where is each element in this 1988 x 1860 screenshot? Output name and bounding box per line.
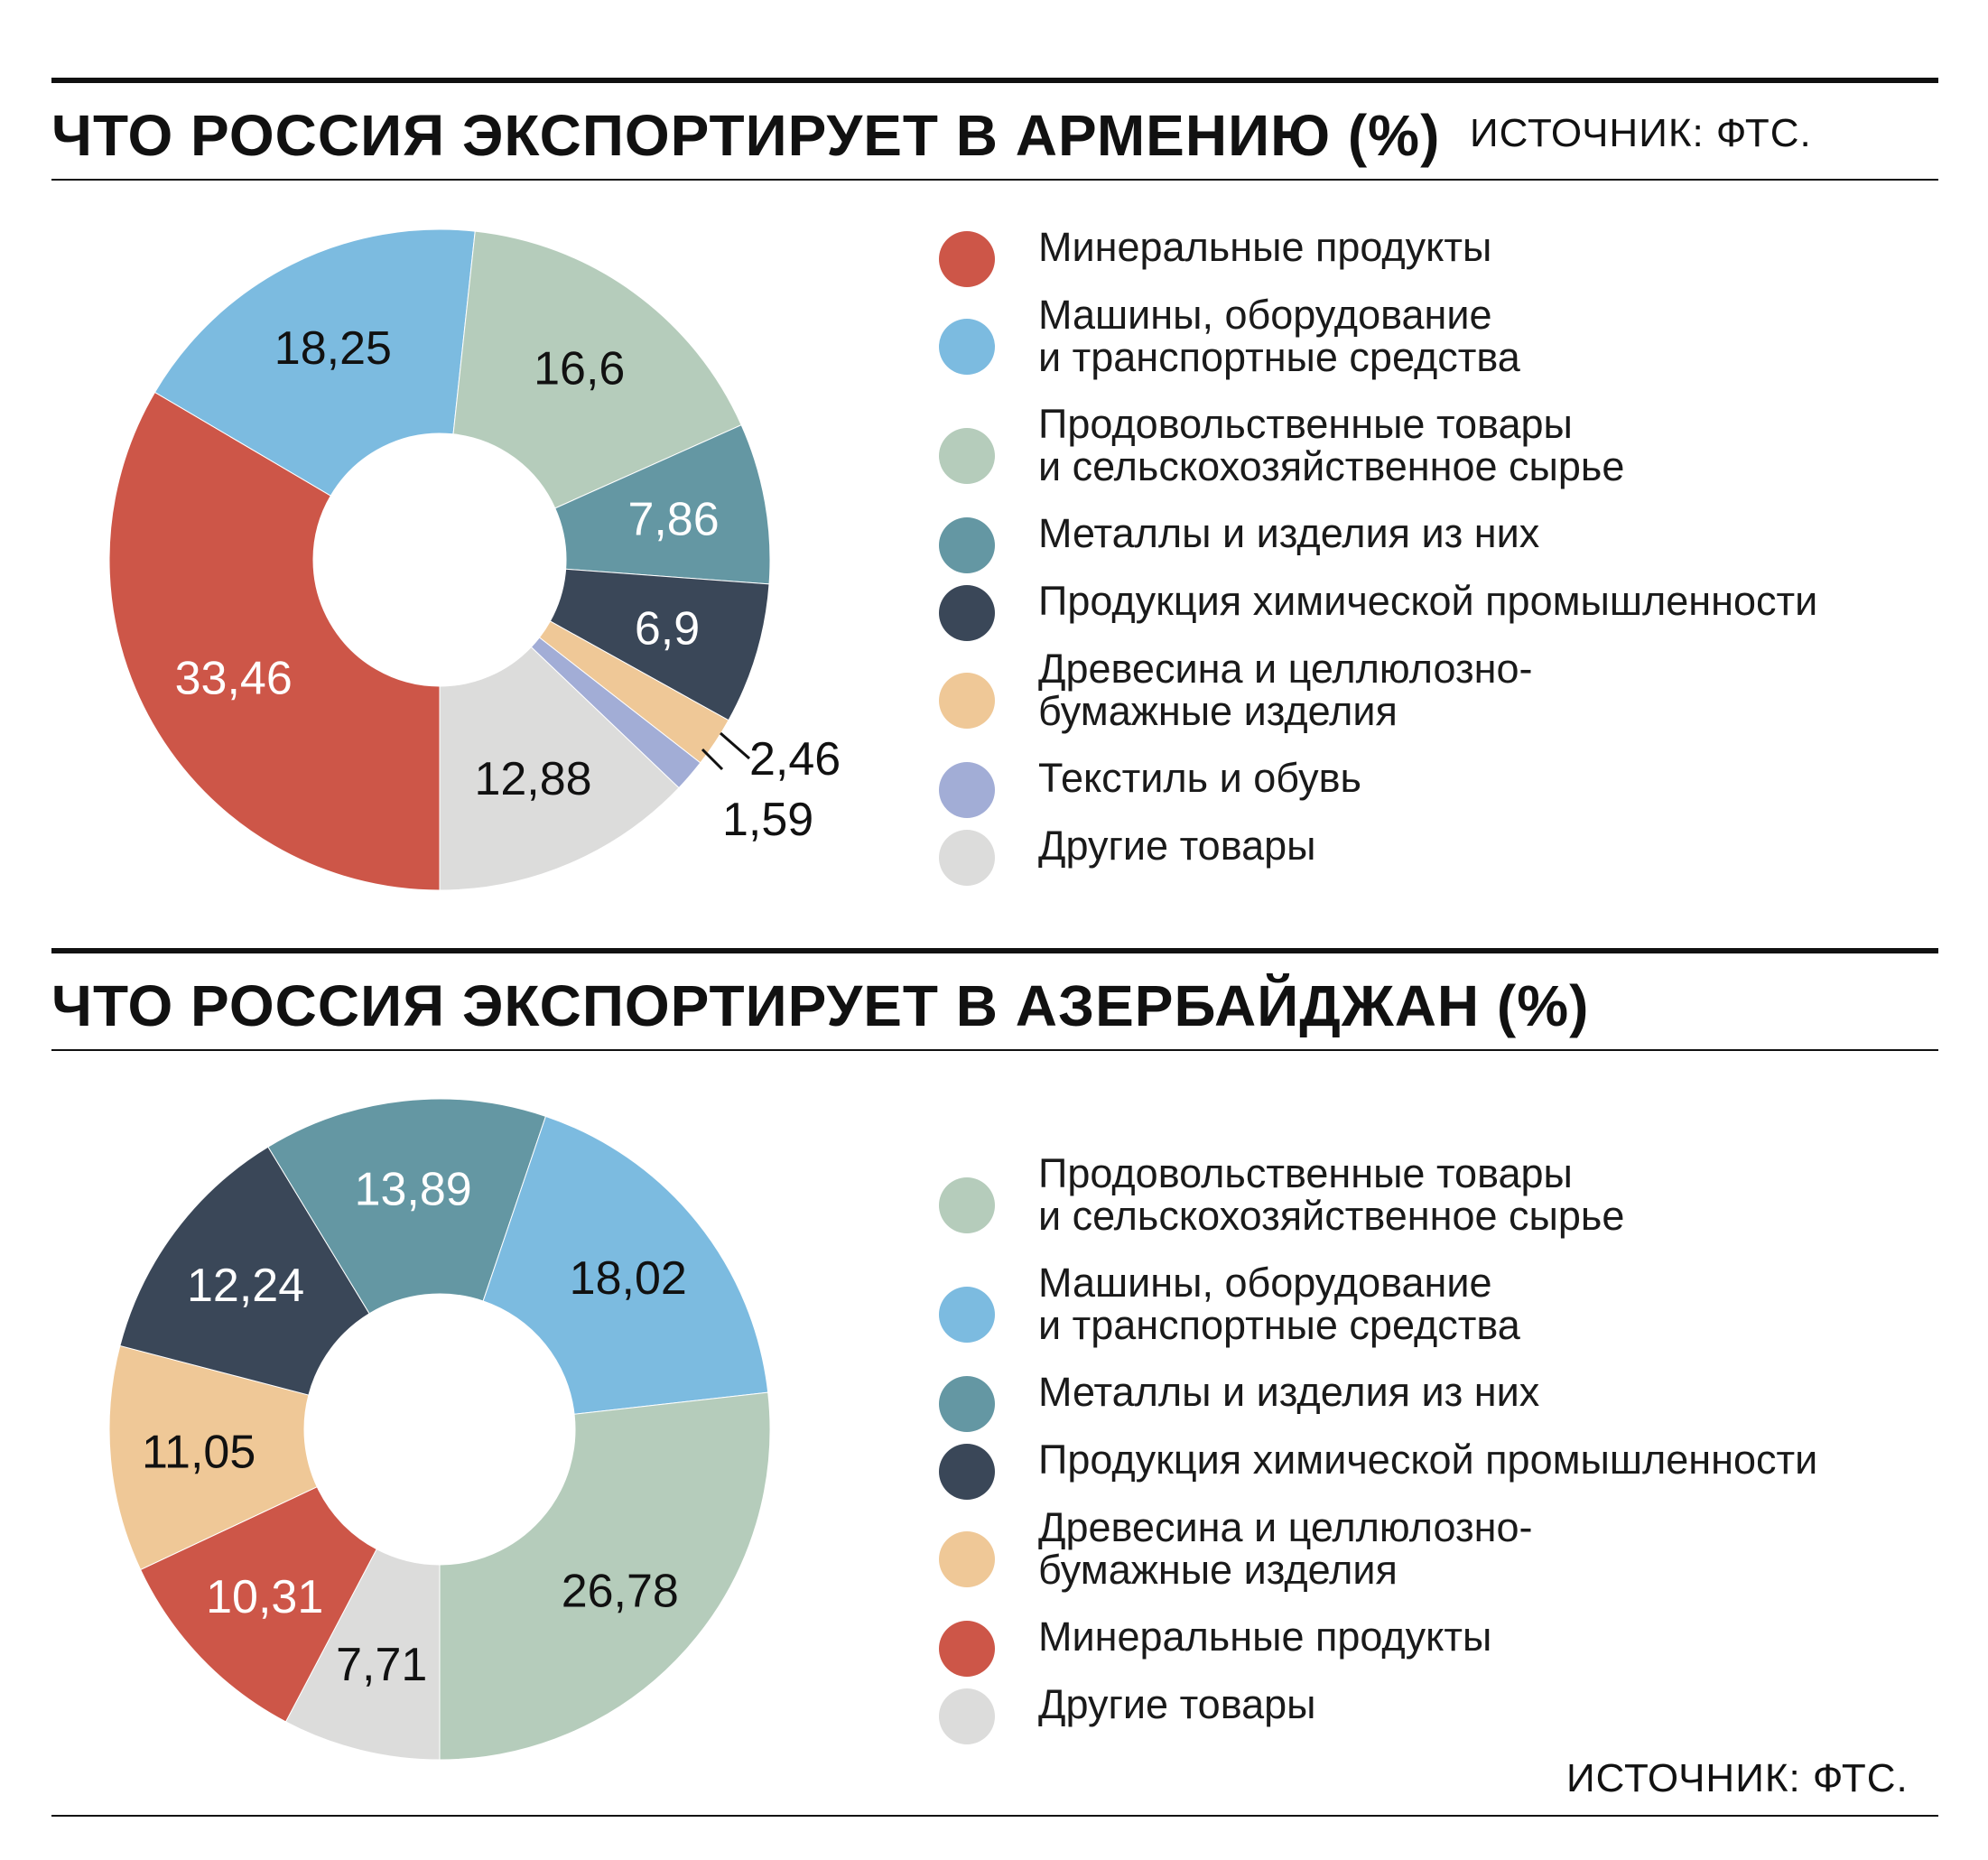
legend-swatch — [939, 1177, 995, 1233]
value-label-машины-оборудование: 18,02 — [570, 1252, 687, 1305]
slice-машины-оборудование — [153, 228, 476, 497]
legend-label: Древесина и целлюлозно-бумажные изделия — [1038, 646, 1533, 734]
slice-древесина-и-целлюлозно — [108, 1344, 318, 1571]
legend-label: Другие товары — [1038, 1681, 1316, 1727]
value-label-другие-товары: 7,71 — [336, 1639, 427, 1691]
legend-label: Минеральные продукты — [1038, 224, 1492, 270]
legend-swatch — [939, 673, 995, 729]
value-label-минеральные-продукты: 10,31 — [206, 1571, 323, 1623]
legend-label: Металлы и изделия из них — [1038, 1369, 1540, 1415]
value-label-другие-товары: 12,88 — [474, 753, 591, 805]
value-label-продукция-химической-промышленности: 12,24 — [187, 1260, 304, 1312]
legend-swatch — [939, 1444, 995, 1500]
legend-swatch — [939, 1531, 995, 1587]
chart-title-armenia: ЧТО РОССИЯ ЭКСПОРТИРУЕТ В АРМЕНИЮ (%) — [51, 103, 1441, 168]
legend-swatch — [939, 319, 995, 375]
value-label-машины-оборудование: 18,25 — [274, 322, 392, 375]
value-label-продовольственные-товары: 26,78 — [562, 1566, 679, 1618]
legend-swatch — [939, 585, 995, 641]
source-label-bottom: ИСТОЧНИК: ФТС. — [1566, 1756, 1909, 1800]
value-label-металлы-и-изделия-из-них: 7,86 — [627, 494, 719, 546]
donut-chart-armenia: 33,46 18,25 16,6 7,86 6,9 2,46 1,59 12,88 — [108, 228, 841, 891]
leader-line-текстиль-и-обувь — [701, 748, 724, 771]
value-label-древесина-и-целлюлозно: 2,46 — [749, 733, 841, 786]
legend-swatch — [939, 231, 995, 287]
legend-label: Древесина и целлюлозно-бумажные изделия — [1038, 1504, 1533, 1593]
slice-машины-оборудование — [482, 1115, 769, 1415]
value-label-минеральные-продукты: 33,46 — [175, 653, 293, 705]
bottom-rule — [51, 1815, 1938, 1817]
top-rule-armenia — [51, 78, 1938, 83]
slice-продовольственные-товары — [439, 1391, 771, 1761]
legend-swatch — [939, 1376, 995, 1432]
legend-label: Минеральные продукты — [1038, 1614, 1492, 1660]
value-label-продукция-химической-промышленности: 6,9 — [635, 602, 700, 655]
legend-swatch — [939, 762, 995, 818]
legend-label: Машины, оборудование и транспортные средс… — [1038, 292, 1520, 380]
legend-label: Машины, оборудование и транспортные средс… — [1038, 1260, 1520, 1348]
legend-swatch — [939, 1621, 995, 1677]
legend-label: Текстиль и обувь — [1038, 755, 1361, 801]
top-rule-azerbaijan — [51, 948, 1938, 953]
legend-swatch — [939, 1688, 995, 1744]
legend-swatch — [939, 830, 995, 886]
value-label-древесина-и-целлюлозно: 11,05 — [142, 1426, 255, 1478]
legend-label: Продукция химической промышленности — [1038, 1437, 1818, 1483]
legend-label: Другие товары — [1038, 823, 1316, 869]
value-label-продовольственные-товары: 16,6 — [534, 342, 625, 395]
title-rule-azerbaijan — [51, 1049, 1938, 1051]
legend-swatch — [939, 1287, 995, 1343]
value-label-металлы-и-изделия-из-них: 13,89 — [355, 1164, 472, 1216]
title-rule-armenia — [51, 179, 1938, 181]
slice-минеральные-продукты — [108, 391, 441, 891]
legend-label: Металлы и изделия из них — [1038, 510, 1540, 556]
legend-label: Продукция химической промышленности — [1038, 578, 1818, 624]
slice-минеральные-продукты — [139, 1486, 377, 1723]
slice-другие-товары — [439, 646, 680, 891]
chart-title-azerbaijan: ЧТО РОССИЯ ЭКСПОРТИРУЕТ В АЗЕРБАЙДЖАН (%… — [51, 973, 1590, 1038]
source-label-armenia: ИСТОЧНИК: ФТС. — [1470, 111, 1812, 155]
legend-label: Продовольственные товары и сельскохозяйст… — [1038, 401, 1625, 489]
leader-line-древесина-и-целлюлозно — [720, 731, 750, 760]
slice-продукция-химической-промышленности — [119, 1146, 370, 1396]
legend-swatch — [939, 428, 995, 484]
legend-swatch — [939, 517, 995, 573]
slice-продовольственные-товары — [452, 230, 742, 509]
legend-label: Продовольственные товары и сельскохозяйст… — [1038, 1150, 1625, 1239]
slice-металлы-и-изделия-из-них — [267, 1098, 547, 1315]
value-label-текстиль-и-обувь: 1,59 — [722, 794, 813, 846]
